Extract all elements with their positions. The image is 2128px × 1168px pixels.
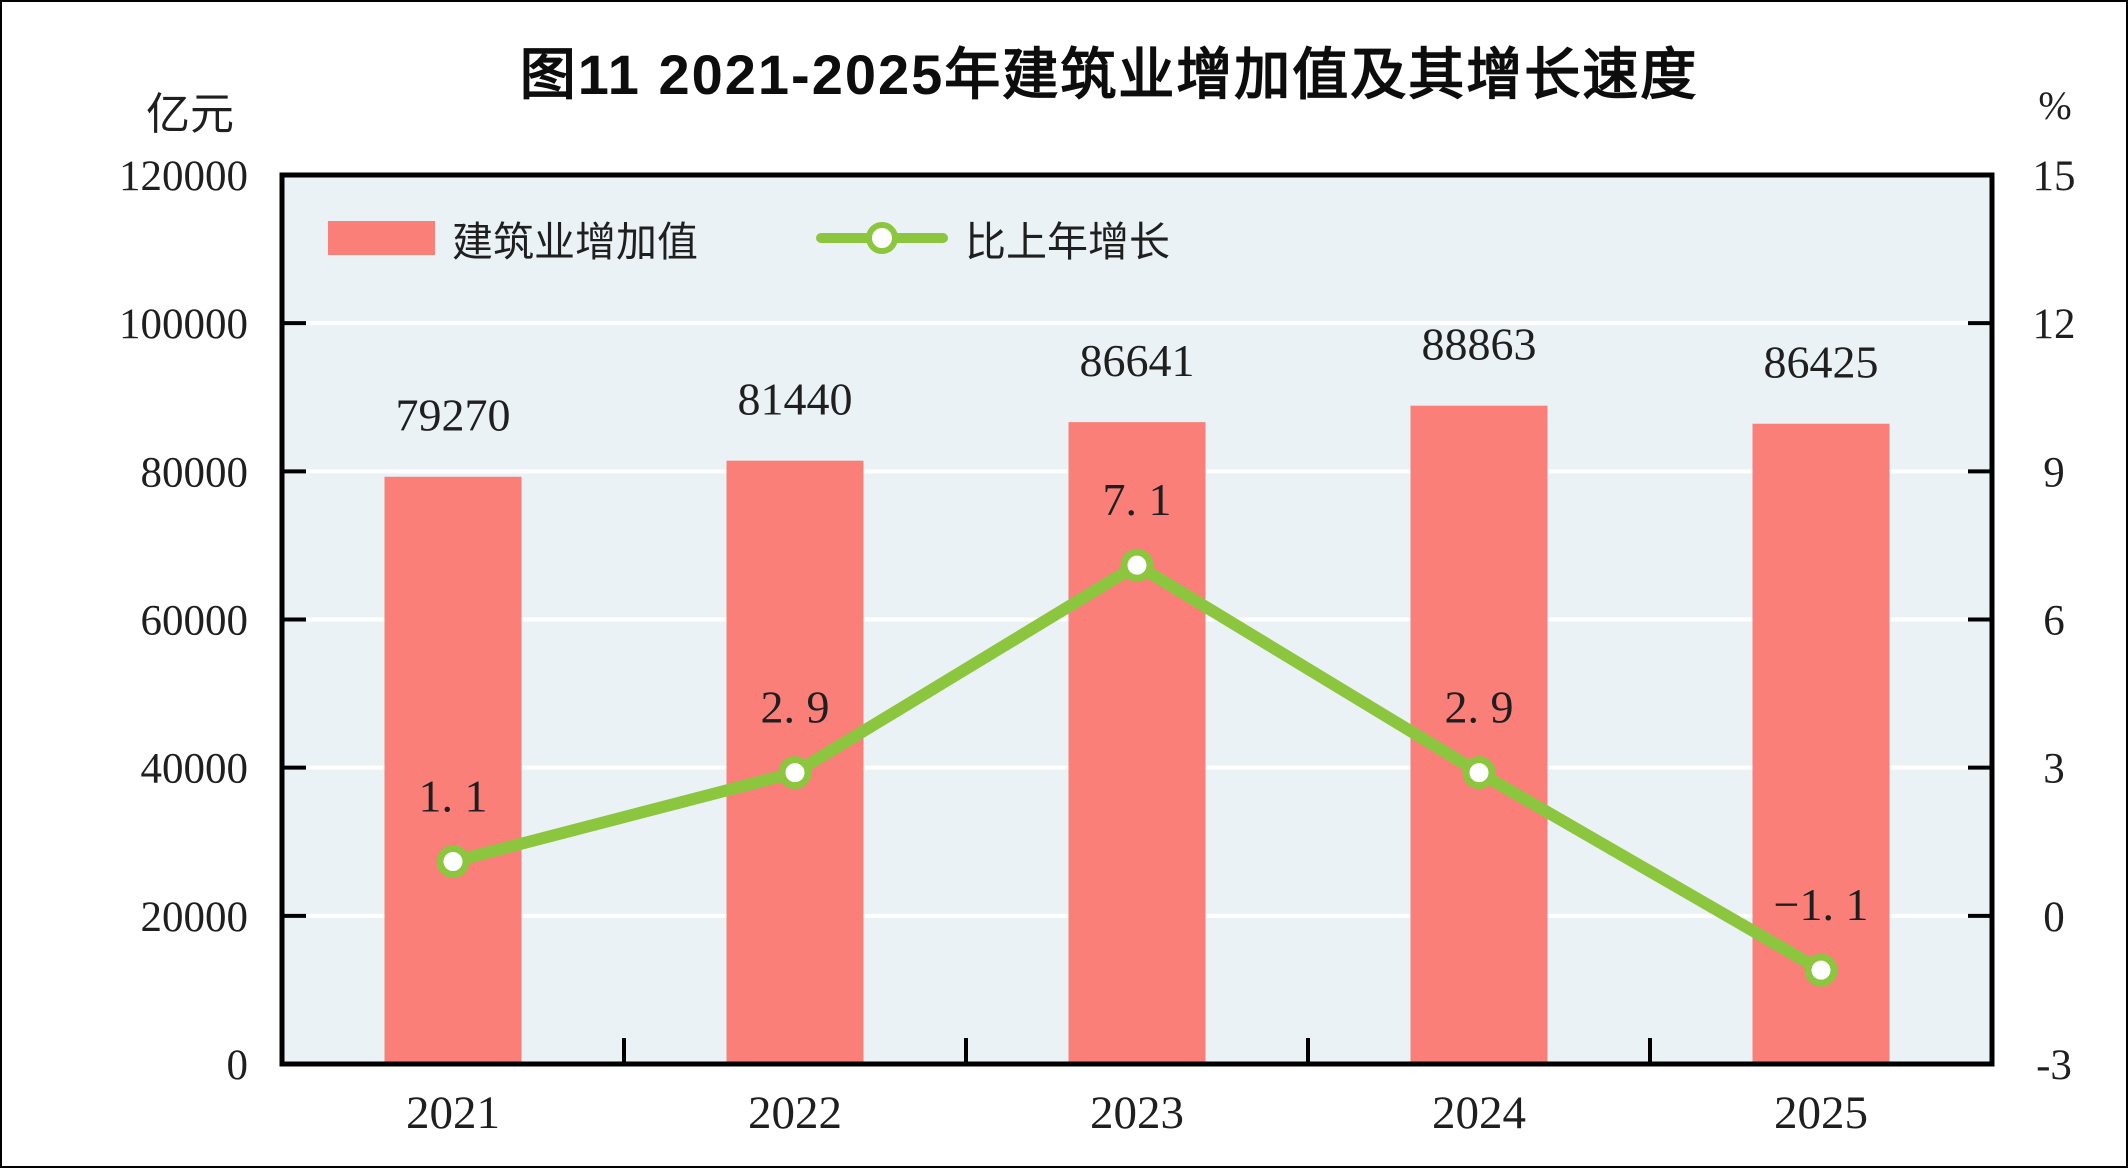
right-axis-tick-label: 12 — [2033, 301, 2076, 348]
legend-label-line: 比上年增长 — [965, 219, 1170, 265]
left-axis-tick-label: 40000 — [141, 746, 249, 793]
left-axis-unit: 亿元 — [146, 90, 234, 139]
left-axis-tick-label: 20000 — [141, 894, 249, 941]
right-axis-tick-label: 9 — [2043, 449, 2065, 496]
x-axis-label: 2023 — [1090, 1087, 1184, 1139]
line-value-label: 7. 1 — [1103, 474, 1172, 525]
x-axis-label: 2022 — [748, 1087, 842, 1139]
line-marker — [1120, 548, 1154, 582]
bar-2023 — [1068, 422, 1206, 1064]
bar-2024 — [1410, 405, 1548, 1064]
bar-2021 — [384, 476, 522, 1064]
line-marker — [1462, 756, 1496, 790]
bar-value-label: 88863 — [1422, 319, 1537, 370]
x-axis-label: 2024 — [1432, 1087, 1526, 1139]
line-marker — [1804, 953, 1838, 987]
right-axis-tick-label: 6 — [2043, 598, 2065, 645]
x-axis-label: 2025 — [1774, 1087, 1868, 1139]
left-axis-tick-label: 0 — [227, 1042, 249, 1089]
line-value-label: 2. 9 — [1445, 682, 1514, 733]
line-value-label: 2. 9 — [761, 682, 830, 733]
left-axis-tick-label: 120000 — [119, 153, 248, 200]
right-axis-tick-label: 3 — [2043, 746, 2065, 793]
legend-label-bar: 建筑业增加值 — [452, 219, 698, 265]
line-value-label: −1. 1 — [1774, 879, 1869, 930]
bar-value-label: 79270 — [396, 390, 511, 441]
right-axis-tick-label: 0 — [2043, 894, 2065, 941]
line-series-swatch-icon — [816, 220, 948, 256]
bar-series-swatch-icon — [328, 221, 435, 255]
right-axis-tick-label: 15 — [2033, 153, 2076, 200]
right-axis-tick-label: -3 — [2036, 1042, 2072, 1089]
left-axis-tick-label: 80000 — [141, 449, 249, 496]
right-axis-unit: % — [2038, 83, 2072, 128]
plot-border — [279, 172, 1995, 1067]
legend-item-bar: 建筑业增加值 — [328, 208, 698, 268]
bar-value-label: 86425 — [1764, 337, 1879, 388]
left-axis-tick-label: 100000 — [119, 301, 248, 348]
chart-title: 图11 2021-2025年建筑业增加值及其增长速度 — [519, 43, 1699, 106]
bar-value-label: 81440 — [738, 374, 853, 425]
x-axis-label: 2021 — [406, 1087, 500, 1139]
left-axis-tick-label: 60000 — [141, 598, 249, 645]
bar-value-label: 86641 — [1080, 335, 1195, 386]
line-value-label: 1. 1 — [419, 771, 488, 822]
line-marker — [778, 756, 812, 790]
legend-item-line: 比上年增长 — [816, 208, 1170, 268]
line-marker — [436, 845, 470, 879]
legend: 建筑业增加值 比上年增长 — [328, 208, 1170, 268]
legend-marker-circle — [866, 222, 898, 254]
